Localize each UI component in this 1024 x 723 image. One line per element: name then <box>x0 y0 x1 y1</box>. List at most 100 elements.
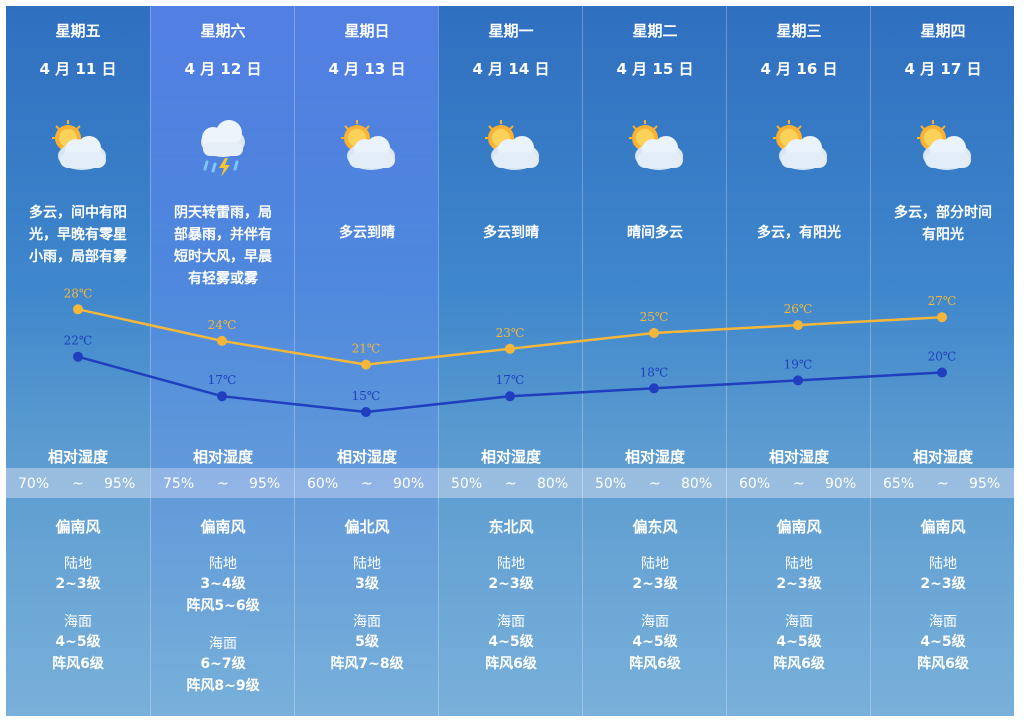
high-temp-label: 26℃ <box>784 302 813 316</box>
low-temp-label: 19℃ <box>784 357 813 371</box>
day-column: 星期三 4 月 16 日多云，有阳光 相对湿度 60% ~90% 偏南风 陆地 2~3级 海面 4… <box>726 6 870 716</box>
weather-description: 多云，部分时间 有阳光 <box>871 202 1014 246</box>
humidity-separator: ~ <box>72 476 84 492</box>
sea-label: 海面 <box>209 636 237 652</box>
weather-line: 光，早晚有零星 <box>29 227 127 243</box>
day-column: 星期一 4 月 14 日多云到晴 相对湿度 50% ~80% 东北风 陆地 2~3级 海面 4~5… <box>438 6 582 716</box>
low-temp-point <box>793 375 803 386</box>
weekday-label: 星期五 <box>55 22 101 40</box>
sea-wind-value: 4~5级 <box>488 634 534 650</box>
land-label: 陆地 <box>785 556 813 572</box>
land-wind-value: 3~4级 <box>200 576 246 592</box>
high-temp-label: 23℃ <box>496 326 525 340</box>
temperature-chart: 28℃ 24℃ 21℃ 23℃ 25℃ 26℃ 27℃ 22℃ 17℃ 15℃ 17℃ 18℃ 19℃ 2… <box>64 286 957 417</box>
humidity-min: 50% <box>451 476 483 492</box>
humidity-separator: ~ <box>793 476 805 492</box>
land-label: 陆地 <box>929 556 957 572</box>
wind-section: 偏北风 陆地 3级 海面 5级 阵风7~8级 <box>295 516 439 675</box>
high-temp-label: 25℃ <box>640 310 669 324</box>
humidity-max: 90% <box>825 476 857 492</box>
sea-wind-value: 阵风7~8级 <box>330 656 404 672</box>
date-label: 4 月 15 日 <box>616 60 694 78</box>
partly-cloudy-icon <box>479 118 543 178</box>
date-label: 4 月 13 日 <box>328 60 406 78</box>
sea-label: 海面 <box>497 614 525 630</box>
high-temp-point <box>793 320 803 331</box>
humidity-min: 60% <box>307 476 339 492</box>
weather-description: 多云，间中有阳 光，早晚有零星 小雨，局部有雾 <box>6 202 150 268</box>
wind-section: 东北风 陆地 2~3级 海面 4~5级 阵风6级 <box>439 516 583 675</box>
sea-label: 海面 <box>785 614 813 630</box>
day-column: 星期二 4 月 15 日晴间多云 相对湿度 50% ~80% 偏东风 陆地 2~3级 海面 4~5… <box>582 6 726 716</box>
wind-direction: 偏南风 <box>920 518 966 536</box>
land-wind-value: 阵风5~6级 <box>186 598 260 614</box>
land-label: 陆地 <box>641 556 669 572</box>
humidity-max: 95% <box>249 476 281 492</box>
weather-line: 多云，间中有阳 <box>29 205 127 221</box>
partly-cloudy-icon <box>623 118 687 178</box>
weather-line: 阴天转雷雨，局 <box>174 205 272 221</box>
weather-line: 多云，有阳光 <box>757 225 841 241</box>
thunderstorm-icon <box>191 118 255 178</box>
wind-direction: 偏南风 <box>776 518 822 536</box>
date-label: 4 月 11 日 <box>39 60 117 78</box>
humidity-label: 相对湿度 <box>768 448 829 466</box>
weekday-label: 星期四 <box>920 22 966 40</box>
weather-description: 多云到晴 <box>439 222 583 244</box>
low-temp-label: 17℃ <box>496 373 525 387</box>
wind-section: 偏南风 陆地 2~3级 海面 4~5级 阵风6级 <box>871 516 1014 675</box>
wind-direction: 偏东风 <box>632 518 678 536</box>
partly-cloudy-icon <box>767 118 831 178</box>
humidity-label: 相对湿度 <box>480 448 541 466</box>
day-column: 星期五 4 月 11 日多云，间中有阳 光，早晚有零星 小雨，局部有雾 相对湿度 70% ~… <box>6 6 150 716</box>
wind-section: 偏南风 陆地 2~3级 海面 4~5级 阵风6级 <box>727 516 871 675</box>
day-column: 星期六 4 月 12 日阴天转雷雨，局 部暴雨，并伴有 短时大风，早晨 有轻雾或雾 相对湿… <box>150 6 294 716</box>
humidity-label: 相对湿度 <box>192 448 253 466</box>
day-column: 星期四 4 月 17 日多云，部分时间 有阳光 相对湿度 65% ~95% 偏南风 陆地 2~3… <box>870 6 1014 716</box>
weather-description: 阴天转雷雨，局 部暴雨，并伴有 短时大风，早晨 有轻雾或雾 <box>151 202 295 290</box>
low-temp-label: 22℃ <box>64 334 93 348</box>
weather-line: 小雨，局部有雾 <box>29 249 127 265</box>
sea-label: 海面 <box>353 614 381 630</box>
humidity-min: 65% <box>883 476 915 492</box>
date-label: 4 月 16 日 <box>760 60 838 78</box>
high-temp-point <box>937 312 947 323</box>
sea-label: 海面 <box>641 614 669 630</box>
humidity-label: 相对湿度 <box>624 448 685 466</box>
sea-wind-value: 4~5级 <box>776 634 822 650</box>
weekday-label: 星期日 <box>344 22 390 40</box>
high-temp-point <box>217 335 227 346</box>
weather-line: 有阳光 <box>922 227 964 243</box>
wind-direction: 偏南风 <box>55 518 101 536</box>
sea-wind-value: 阵风6级 <box>917 656 969 672</box>
partly-cloudy-icon <box>46 118 110 178</box>
date-label: 4 月 17 日 <box>904 60 982 78</box>
humidity-max: 80% <box>537 476 569 492</box>
low-temp-label: 18℃ <box>640 365 669 379</box>
humidity-label: 相对湿度 <box>336 448 397 466</box>
humidity-min: 75% <box>163 476 195 492</box>
humidity-separator: ~ <box>937 476 949 492</box>
land-wind-value: 2~3级 <box>55 576 101 592</box>
sea-label: 海面 <box>64 614 92 630</box>
high-temp-label: 27℃ <box>928 294 957 308</box>
weather-description: 晴间多云 <box>583 222 727 244</box>
sea-wind-value: 阵风6级 <box>52 656 104 672</box>
low-temp-point <box>937 367 947 378</box>
weather-line: 多云到晴 <box>339 225 395 241</box>
weekday-label: 星期三 <box>776 22 822 40</box>
weekday-label: 星期二 <box>632 22 678 40</box>
high-temp-label: 24℃ <box>208 318 237 332</box>
land-label: 陆地 <box>497 556 525 572</box>
weather-line: 晴间多云 <box>627 225 683 241</box>
high-temp-label: 28℃ <box>64 286 93 300</box>
land-wind-value: 2~3级 <box>920 576 966 592</box>
high-temp-point <box>73 304 83 315</box>
weather-line: 多云，部分时间 <box>894 205 992 221</box>
humidity-min: 70% <box>18 476 50 492</box>
wind-section: 偏南风 陆地 2~3级 海面 4~5级 阵风6级 <box>6 516 150 675</box>
wind-direction: 偏南风 <box>200 518 246 536</box>
partly-cloudy-icon <box>335 118 399 178</box>
wind-direction: 偏北风 <box>344 518 390 536</box>
humidity-separator: ~ <box>217 476 229 492</box>
